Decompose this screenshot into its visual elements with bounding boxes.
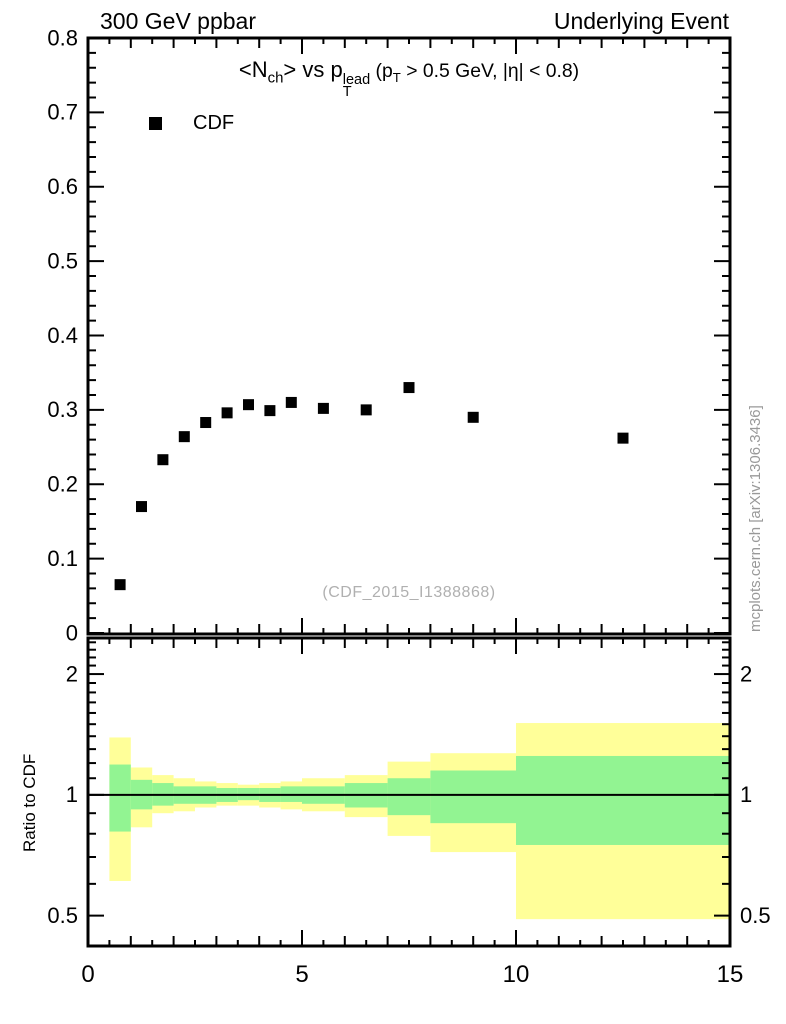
data-point (136, 501, 147, 513)
legend: CDF (149, 112, 234, 135)
ratio-band-inner (430, 770, 516, 824)
legend-label: CDF (193, 112, 235, 134)
data-point (243, 399, 254, 411)
ratio-ytick-label: 0.5 (47, 903, 78, 928)
data-point (285, 396, 297, 408)
ratio-ytick-label-right: 1 (740, 782, 752, 807)
title-sub-T: T (342, 83, 352, 100)
main-ytick-label: 0.4 (47, 323, 78, 348)
legend-square-marker-icon (149, 117, 162, 130)
data-point (317, 402, 329, 414)
data-point (360, 404, 372, 416)
title-seg2: > vs p (283, 57, 343, 82)
data-point (178, 431, 190, 443)
plot-title: <Nch> vs p lead T (pT > 0.5 GeV, |η| < 0.8… (88, 57, 730, 100)
main-ytick-label: 0.6 (47, 174, 78, 199)
title-seg4: > 0.5 GeV, |η| < 0.8) (400, 60, 580, 82)
main-ytick-label: 0.1 (47, 546, 78, 571)
title-pt-lead-stack: lead T (342, 72, 371, 100)
data-point (114, 579, 126, 591)
title-seg3: (p (370, 60, 393, 82)
data-point (221, 407, 233, 419)
main-ytick-label: 0.8 (47, 25, 78, 50)
data-point (264, 405, 276, 417)
ratio-band-inner (387, 778, 431, 816)
main-ytick-label: 0.3 (47, 397, 78, 422)
data-point (617, 432, 629, 444)
ratio-band-inner (516, 755, 730, 845)
xtick-label: 0 (81, 961, 94, 988)
main-ytick-label: 0 (66, 620, 78, 645)
xtick-label: 15 (717, 961, 744, 988)
title-sub-T2: T (392, 69, 401, 85)
ratio-ytick-label-right: 0.5 (740, 903, 771, 928)
main-ytick-label: 0.7 (47, 100, 78, 125)
title-seg1: <N (238, 57, 268, 82)
data-point (467, 411, 479, 423)
main-ytick-label: 0.5 (47, 248, 78, 273)
ratio-ytick-label-right: 2 (740, 661, 752, 686)
analysis-watermark: (CDF_2015_I1388868) (322, 584, 496, 601)
arxiv-side-note: mcplots.cern.ch [arXiv:1306.3436] (747, 405, 764, 632)
main-ytick-label: 0.2 (47, 472, 78, 497)
title-sub-ch: ch (267, 69, 284, 87)
data-point (200, 417, 212, 429)
xtick-label: 5 (295, 961, 308, 988)
header-beam: 300 GeV ppbar (100, 8, 257, 34)
title-sup-lead: lead (342, 72, 371, 89)
ratio-ytick-label: 1 (66, 782, 78, 807)
header-observable: Underlying Event (553, 8, 729, 34)
ratio-axis-label: Ratio to CDF (20, 753, 39, 852)
data-point (157, 454, 169, 466)
ratio-band-inner (109, 764, 131, 832)
ratio-ytick-label: 2 (66, 661, 78, 686)
xtick-label: 10 (503, 961, 530, 988)
data-point (403, 382, 415, 394)
